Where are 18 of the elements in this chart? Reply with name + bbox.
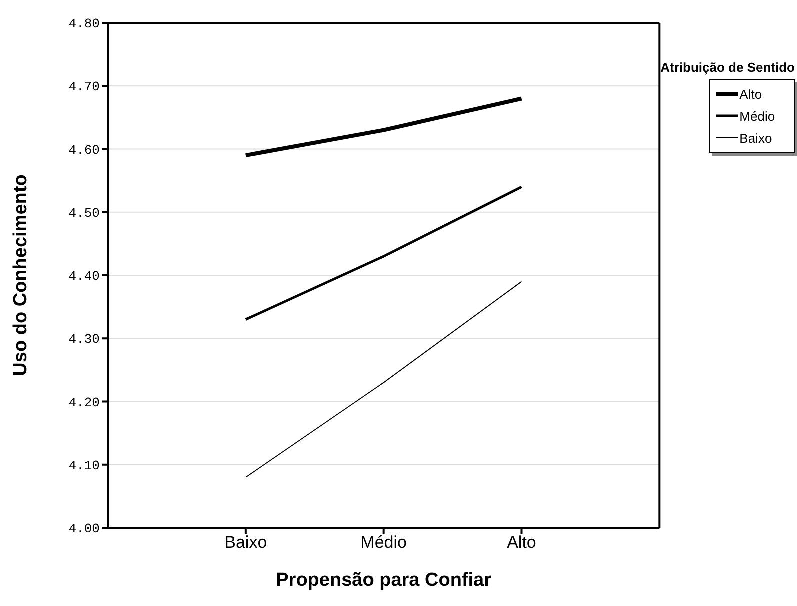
y-tick-label: 4.60	[68, 142, 100, 158]
y-tick-label: 4.50	[68, 206, 100, 221]
y-tick-label: 4.30	[68, 332, 100, 348]
legend-label: Médio	[740, 108, 776, 124]
y-tick-label: 4.70	[68, 80, 100, 95]
legend-title: Atribuição de Sentido	[660, 60, 795, 75]
legend-label: Alto	[740, 86, 762, 102]
y-axis-title: Uso do Conhecimento	[10, 174, 32, 376]
y-tick-label: 4.00	[68, 522, 100, 537]
x-axis-title: Propensão para Confiar	[276, 570, 492, 591]
x-tick-label: Baixo	[224, 533, 268, 552]
x-tick-label: Médio	[360, 533, 407, 552]
y-tick-label: 4.80	[68, 16, 100, 32]
y-tick-label: 4.40	[68, 269, 100, 284]
legend-label: Baixo	[740, 130, 772, 146]
y-tick-label: 4.10	[68, 458, 100, 474]
y-tick-label: 4.20	[68, 395, 100, 410]
x-tick-label: Alto	[507, 533, 536, 552]
